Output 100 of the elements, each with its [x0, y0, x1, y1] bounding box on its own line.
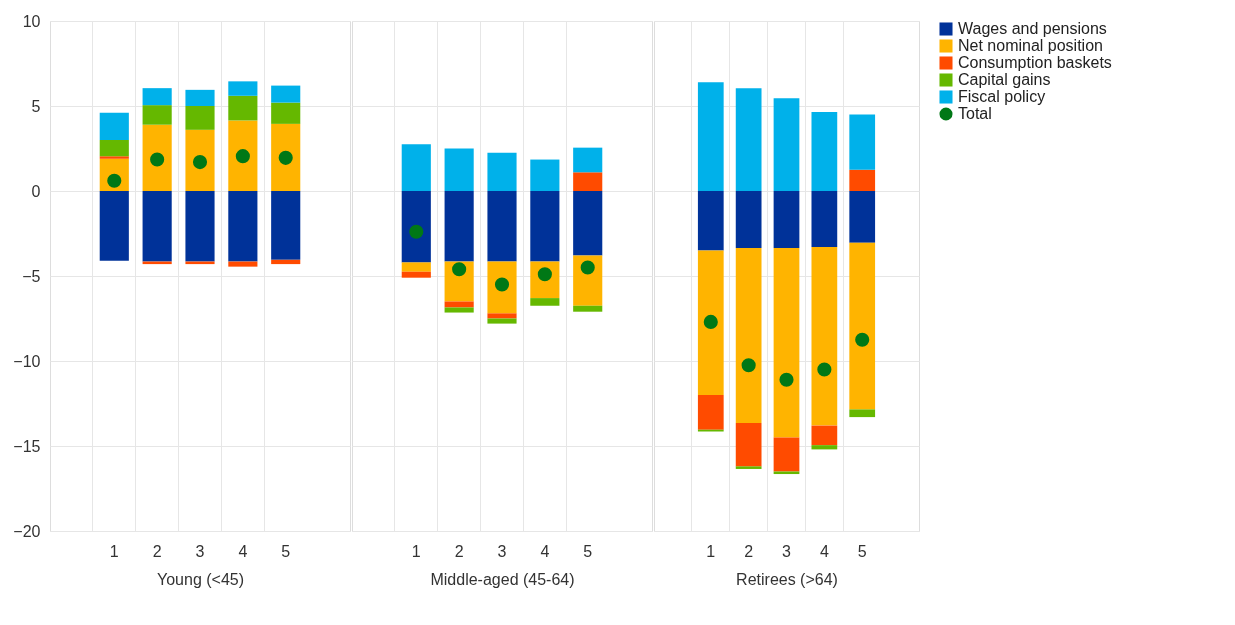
bar: [697, 191, 724, 251]
bar: [444, 148, 474, 191]
legend-label: Capital gains: [958, 71, 1051, 88]
point: [855, 332, 870, 347]
bar: [697, 395, 724, 430]
bar: [401, 271, 431, 278]
legend-label: Consumption baskets: [958, 54, 1112, 71]
bar: [811, 111, 838, 191]
x-tick-label: 4: [819, 542, 829, 560]
y-tick-label: 10: [22, 12, 41, 30]
bar: [697, 250, 724, 395]
x-tick-label: 1: [706, 542, 716, 560]
bar: [142, 105, 172, 125]
bar: [811, 425, 838, 446]
bar: [573, 305, 603, 312]
bar: [573, 172, 603, 191]
bar: [530, 159, 560, 191]
bar: [530, 298, 560, 306]
bar: [487, 152, 517, 191]
x-axis-title: Middle-aged (45-64): [430, 570, 575, 588]
bar: [573, 191, 603, 256]
point: [452, 262, 467, 277]
bar: [185, 106, 215, 130]
bar: [735, 191, 762, 248]
bar: [444, 191, 474, 262]
bar: [401, 191, 431, 263]
bar: [271, 85, 301, 103]
bar: [487, 191, 517, 262]
y-tick-label: 0: [31, 182, 41, 200]
bar: [99, 112, 129, 140]
bar: [228, 81, 258, 96]
bar: [811, 445, 838, 450]
point: [741, 358, 756, 373]
bar: [697, 82, 724, 191]
x-axis-title: Young (<45): [156, 570, 245, 588]
bar: [530, 191, 560, 262]
bar: [773, 191, 800, 248]
bar: [99, 156, 129, 159]
bar: [849, 169, 876, 191]
legend-label: Fiscal policy: [958, 88, 1046, 105]
x-tick-label: 3: [497, 542, 507, 560]
bar: [735, 423, 762, 467]
bar: [142, 88, 172, 106]
x-tick-label: 5: [281, 542, 291, 560]
x-axis-title: Retirees (>64): [736, 570, 838, 588]
bar: [228, 120, 258, 191]
bar: [849, 191, 876, 243]
y-tick-label: −10: [13, 352, 41, 370]
point: [703, 314, 718, 329]
bar: [99, 191, 129, 261]
bar: [401, 262, 431, 272]
legend-label: Net nominal position: [958, 37, 1103, 54]
bar: [849, 409, 876, 418]
bar: [185, 89, 215, 106]
y-tick-label: 5: [31, 97, 41, 115]
bar: [444, 307, 474, 313]
y-tick-label: −20: [13, 522, 41, 540]
bar: [271, 123, 301, 191]
point: [409, 224, 424, 239]
bar: [773, 98, 800, 191]
x-tick-label: 3: [195, 542, 205, 560]
point: [779, 372, 794, 387]
bar: [811, 247, 838, 426]
x-tick-label: 4: [238, 542, 248, 560]
x-tick-label: 3: [782, 542, 792, 560]
legend-label: Wages and pensions: [958, 20, 1107, 37]
bar: [735, 247, 762, 424]
bar: [142, 191, 172, 262]
x-tick-label: 5: [583, 542, 593, 560]
bar: [228, 95, 258, 121]
x-tick-label: 5: [857, 542, 867, 560]
bar: [228, 191, 258, 262]
bar: [773, 247, 800, 438]
bar: [401, 144, 431, 191]
x-tick-label: 2: [744, 542, 754, 560]
bar: [228, 261, 258, 267]
bar: [773, 437, 800, 472]
bar: [487, 318, 517, 324]
bar: [735, 466, 762, 469]
bar: [271, 191, 301, 260]
bar: [185, 191, 215, 262]
point: [580, 260, 595, 275]
bar: [735, 88, 762, 191]
x-tick-label: 2: [454, 542, 464, 560]
bar: [487, 313, 517, 319]
x-tick-label: 2: [152, 542, 162, 560]
bar: [271, 259, 301, 265]
point: [817, 362, 832, 377]
x-tick-label: 1: [411, 542, 421, 560]
bar: [487, 261, 517, 314]
y-tick-label: −5: [22, 267, 41, 285]
x-tick-label: 4: [540, 542, 550, 560]
bar: [849, 242, 876, 410]
bar: [185, 129, 215, 191]
bar: [573, 147, 603, 173]
bar: [849, 114, 876, 170]
x-tick-label: 1: [109, 542, 119, 560]
bar: [811, 191, 838, 248]
bar: [99, 140, 129, 157]
bar: [142, 124, 172, 191]
